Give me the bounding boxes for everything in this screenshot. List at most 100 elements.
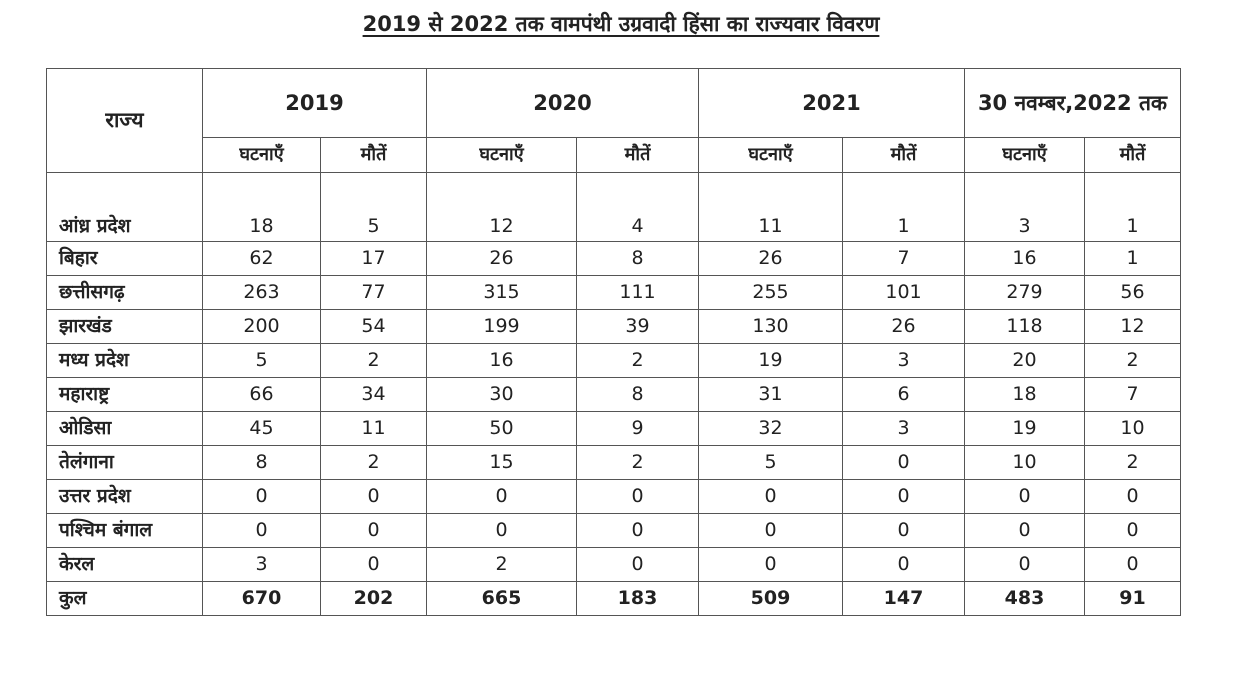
deaths-cell: 34	[320, 377, 427, 412]
state-name: झारखंड	[46, 309, 203, 344]
deaths-cell: 11	[320, 411, 427, 446]
incidents-cell: 263	[202, 275, 321, 310]
incidents-cell: 15	[426, 445, 577, 480]
incidents-cell: 31	[698, 377, 843, 412]
deaths-cell: 2	[1084, 445, 1181, 480]
deaths-cell: 10	[1084, 411, 1181, 446]
total-row: कुल 670 202 665 183 509 147 483 91	[46, 581, 1181, 616]
incidents-cell: 0	[698, 547, 843, 582]
deaths-cell: 3	[842, 343, 965, 378]
state-name: कुल	[46, 581, 203, 616]
deaths-cell: 101	[842, 275, 965, 310]
subheader-incidents: घटनाएँ	[698, 137, 843, 173]
deaths-cell: 1	[1084, 172, 1181, 242]
document-title: 2019 से 2022 तक वामपंथी उग्रवादी हिंसा क…	[0, 10, 1242, 38]
deaths-cell: 0	[842, 513, 965, 548]
header-period-2021: 2021	[698, 68, 965, 138]
deaths-cell: 0	[576, 513, 699, 548]
incidents-cell: 665	[426, 581, 577, 616]
deaths-cell: 9	[576, 411, 699, 446]
incidents-cell: 0	[202, 479, 321, 514]
subheader-deaths: मौतें	[842, 137, 965, 173]
deaths-cell: 2	[320, 343, 427, 378]
deaths-cell: 39	[576, 309, 699, 344]
deaths-cell: 3	[842, 411, 965, 446]
deaths-cell: 147	[842, 581, 965, 616]
subheader-incidents: घटनाएँ	[426, 137, 577, 173]
deaths-cell: 0	[576, 479, 699, 514]
incidents-cell: 255	[698, 275, 843, 310]
deaths-cell: 2	[576, 343, 699, 378]
header-period-2020: 2020	[426, 68, 699, 138]
deaths-cell: 183	[576, 581, 699, 616]
incidents-cell: 20	[964, 343, 1085, 378]
deaths-cell: 0	[1084, 547, 1181, 582]
incidents-cell: 50	[426, 411, 577, 446]
deaths-cell: 0	[320, 513, 427, 548]
state-name: महाराष्ट्र	[46, 377, 203, 412]
deaths-cell: 54	[320, 309, 427, 344]
incidents-cell: 0	[698, 513, 843, 548]
incidents-cell: 30	[426, 377, 577, 412]
deaths-cell: 91	[1084, 581, 1181, 616]
incidents-cell: 200	[202, 309, 321, 344]
table-row: पश्चिम बंगाल 0 0 0 0 0 0 0 0	[46, 513, 1181, 548]
table-row: महाराष्ट्र 66 34 30 8 31 6 18 7	[46, 377, 1181, 412]
incidents-cell: 18	[202, 172, 321, 242]
incidents-cell: 3	[202, 547, 321, 582]
state-name: तेलंगाना	[46, 445, 203, 480]
state-name: छत्तीसगढ़	[46, 275, 203, 310]
incidents-cell: 19	[698, 343, 843, 378]
incidents-cell: 26	[426, 241, 577, 276]
deaths-cell: 77	[320, 275, 427, 310]
deaths-cell: 111	[576, 275, 699, 310]
state-name: बिहार	[46, 241, 203, 276]
deaths-cell: 2	[320, 445, 427, 480]
deaths-cell: 0	[842, 479, 965, 514]
incidents-cell: 26	[698, 241, 843, 276]
deaths-cell: 0	[842, 547, 965, 582]
deaths-cell: 56	[1084, 275, 1181, 310]
incidents-cell: 45	[202, 411, 321, 446]
incidents-cell: 279	[964, 275, 1085, 310]
deaths-cell: 202	[320, 581, 427, 616]
incidents-cell: 19	[964, 411, 1085, 446]
deaths-cell: 7	[1084, 377, 1181, 412]
incidents-cell: 3	[964, 172, 1085, 242]
incidents-cell: 130	[698, 309, 843, 344]
table-row: उत्तर प्रदेश 0 0 0 0 0 0 0 0	[46, 479, 1181, 514]
incidents-cell: 12	[426, 172, 577, 242]
table-row: आंध्र प्रदेश 18 5 12 4 11 1 3 1	[46, 172, 1181, 242]
incidents-cell: 199	[426, 309, 577, 344]
table-row: केरल 3 0 2 0 0 0 0 0	[46, 547, 1181, 582]
deaths-cell: 8	[576, 241, 699, 276]
incidents-cell: 8	[202, 445, 321, 480]
state-name: मध्य प्रदेश	[46, 343, 203, 378]
deaths-cell: 0	[1084, 479, 1181, 514]
incidents-cell: 483	[964, 581, 1085, 616]
deaths-cell: 2	[1084, 343, 1181, 378]
table-row: तेलंगाना 8 2 15 2 5 0 10 2	[46, 445, 1181, 480]
incidents-cell: 5	[698, 445, 843, 480]
deaths-cell: 12	[1084, 309, 1181, 344]
incidents-cell: 0	[964, 547, 1085, 582]
incidents-cell: 118	[964, 309, 1085, 344]
state-name: उत्तर प्रदेश	[46, 479, 203, 514]
title-text: 2019 से 2022 तक वामपंथी उग्रवादी हिंसा क…	[362, 12, 880, 36]
subheader-incidents: घटनाएँ	[964, 137, 1085, 173]
deaths-cell: 0	[1084, 513, 1181, 548]
incidents-cell: 66	[202, 377, 321, 412]
table-row: छत्तीसगढ़ 263 77 315 111 255 101 279 56	[46, 275, 1181, 310]
table-row: ओडिसा 45 11 50 9 32 3 19 10	[46, 411, 1181, 446]
incidents-cell: 5	[202, 343, 321, 378]
incidents-cell: 0	[964, 513, 1085, 548]
incidents-cell: 18	[964, 377, 1085, 412]
header-period-2019: 2019	[202, 68, 427, 138]
deaths-cell: 2	[576, 445, 699, 480]
deaths-cell: 7	[842, 241, 965, 276]
table-row: मध्य प्रदेश 5 2 16 2 19 3 20 2	[46, 343, 1181, 378]
incidents-cell: 62	[202, 241, 321, 276]
deaths-cell: 26	[842, 309, 965, 344]
state-name: पश्चिम बंगाल	[46, 513, 203, 548]
deaths-cell: 4	[576, 172, 699, 242]
